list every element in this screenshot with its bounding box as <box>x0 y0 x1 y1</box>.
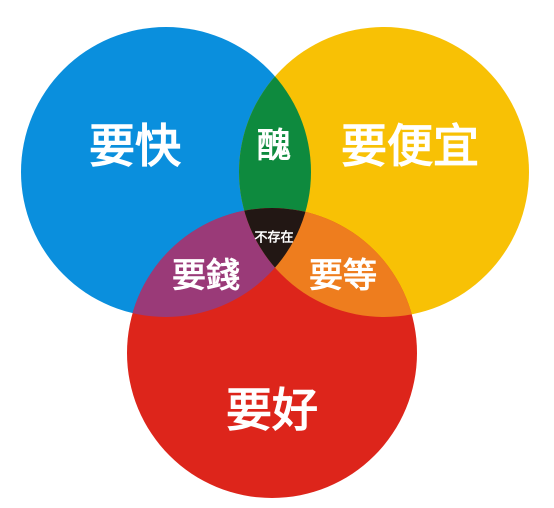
label-cheap-good: 要等 <box>309 256 377 296</box>
label-fast-cheap: 醜 <box>257 126 291 166</box>
overlap-fast-good <box>127 208 311 317</box>
label-fast: 要快 <box>89 119 182 173</box>
label-all-three: 不存在 <box>254 230 293 246</box>
overlap-cheap-good <box>239 208 417 317</box>
label-good: 要好 <box>226 383 318 437</box>
label-cheap: 要便宜 <box>341 119 479 173</box>
label-fast-good: 要錢 <box>172 256 240 296</box>
